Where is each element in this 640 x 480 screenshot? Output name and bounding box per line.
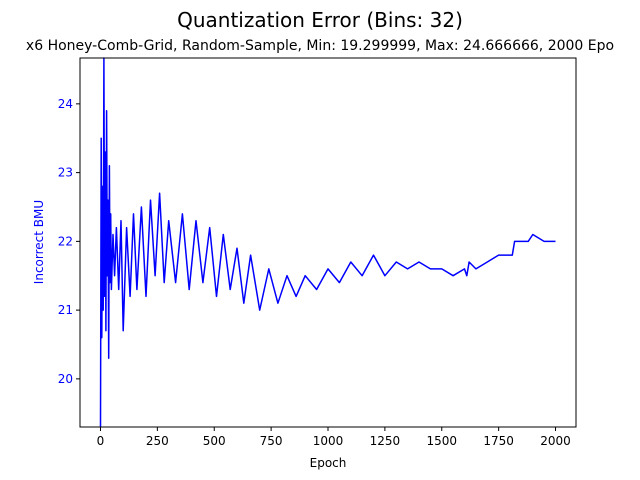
x-tick-label: 1500 <box>426 434 457 448</box>
x-axis-label: Epoch <box>310 456 347 470</box>
y-tick-label: 24 <box>58 97 73 111</box>
y-tick-label: 20 <box>58 372 73 386</box>
x-tick-label: 0 <box>97 434 105 448</box>
x-tick-label: 1000 <box>313 434 344 448</box>
chart-subtitle: x6 Honey-Comb-Grid, Random-Sample, Min: … <box>26 38 614 54</box>
y-axis: 20 21 22 23 24 <box>58 97 80 386</box>
x-tick-label: 250 <box>146 434 169 448</box>
x-tick-label: 750 <box>260 434 283 448</box>
plot-area <box>99 57 556 428</box>
y-tick-label: 23 <box>58 166 73 180</box>
x-tick-label: 1250 <box>370 434 401 448</box>
chart-title: Quantization Error (Bins: 32) <box>177 8 463 32</box>
series-line-0 <box>99 57 556 428</box>
x-tick-label: 1750 <box>483 434 514 448</box>
x-tick-label: 2000 <box>540 434 571 448</box>
x-axis: 0 250 500 750 1000 1250 1500 1750 2000 <box>97 427 571 448</box>
y-axis-label: Incorrect BMU <box>32 200 46 284</box>
y-tick-label: 22 <box>58 234 73 248</box>
plot-frame <box>79 57 577 428</box>
x-tick-label: 500 <box>203 434 226 448</box>
y-tick-label: 21 <box>58 303 73 317</box>
